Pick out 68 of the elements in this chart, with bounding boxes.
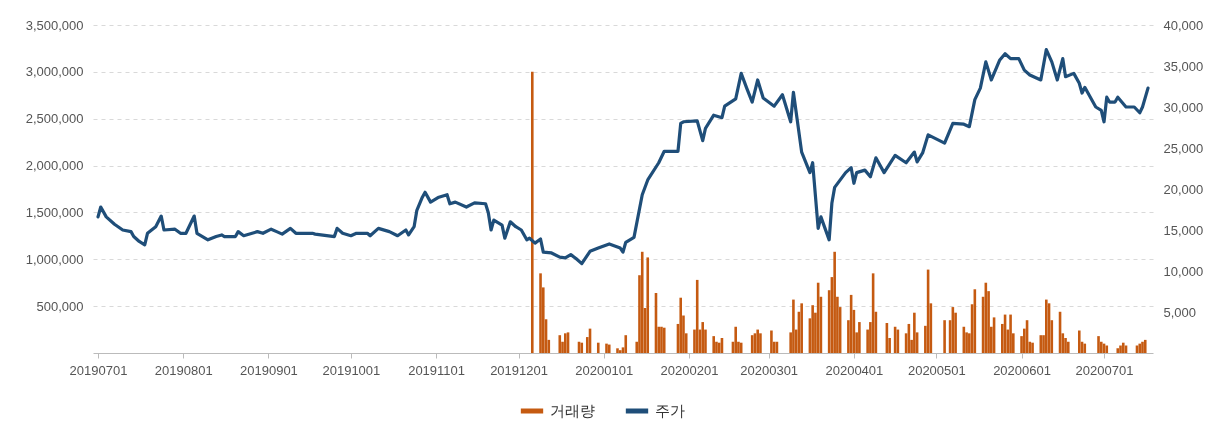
- y-tick-label: 1,000,000: [25, 251, 84, 267]
- y-tick-label: 500,000: [36, 298, 84, 314]
- bar: [605, 343, 608, 353]
- x-tick-label: 20200201: [660, 362, 719, 378]
- x-tick-label: 20190701: [69, 362, 128, 378]
- bar: [1143, 339, 1147, 353]
- bar: [539, 273, 542, 353]
- y2-tick-label: 35,000: [1163, 58, 1204, 74]
- bar: [913, 312, 916, 353]
- y2-tick-label: 15,000: [1163, 222, 1204, 238]
- x-tick-label: 20200601: [993, 362, 1051, 378]
- x-tick-label: 20190801: [154, 362, 213, 378]
- x-tick-label: 20190901: [240, 362, 298, 378]
- bar: [1141, 341, 1144, 353]
- bar: [770, 330, 773, 353]
- y-tick-label: 1,500,000: [25, 204, 84, 220]
- bar: [717, 342, 721, 353]
- x-tick-label: 20191101: [408, 362, 466, 378]
- bar: [1116, 348, 1120, 353]
- bar: [756, 329, 759, 353]
- bar: [640, 251, 644, 353]
- bar: [792, 299, 795, 353]
- y2-tick-label: 25,000: [1163, 140, 1204, 156]
- y2-tick-label: 30,000: [1163, 99, 1204, 115]
- bar: [660, 326, 663, 353]
- y2-tick-label: 10,000: [1163, 263, 1204, 279]
- x-tick-label: 20200501: [907, 362, 966, 378]
- x-tick-label: 20191001: [322, 362, 381, 378]
- bar: [624, 335, 628, 353]
- y2-tick-label: 5,000: [1163, 304, 1197, 320]
- bar: [833, 251, 836, 353]
- legend-label: 주가: [655, 402, 685, 419]
- bar: [1045, 299, 1048, 353]
- bar: [734, 326, 737, 353]
- bar: [679, 297, 683, 353]
- y2-tick-label: 40,000: [1163, 17, 1204, 33]
- x-tick-label: 20200101: [575, 362, 634, 378]
- bar: [759, 333, 762, 353]
- bar: [1066, 341, 1070, 353]
- bar: [1009, 314, 1012, 353]
- x-tick-label: 20200401: [825, 362, 884, 378]
- bar: [701, 322, 705, 353]
- x-tick-label: 20200301: [740, 362, 799, 378]
- bar: [1119, 345, 1122, 353]
- bar: [530, 71, 534, 353]
- bar: [607, 344, 611, 353]
- bar: [596, 342, 600, 353]
- y-tick-label: 3,500,000: [25, 17, 84, 33]
- bar: [811, 305, 814, 353]
- bar: [616, 348, 619, 353]
- bar: [558, 335, 562, 353]
- y-tick-label: 2,500,000: [25, 111, 84, 127]
- bar: [646, 257, 650, 353]
- bar: [800, 303, 803, 353]
- y-tick-label: 3,000,000: [25, 64, 84, 80]
- x-tick-label: 20200701: [1075, 362, 1134, 378]
- bar: [662, 327, 666, 353]
- x-tick-label: 20191201: [490, 362, 548, 378]
- bar: [858, 322, 861, 353]
- bar: [695, 279, 699, 353]
- bar: [1077, 330, 1081, 353]
- bar: [943, 320, 946, 353]
- line-series: [96, 48, 1150, 266]
- y-tick-label: 2,000,000: [25, 158, 84, 174]
- legend-label: 거래량: [550, 402, 595, 419]
- bar: [1097, 336, 1100, 353]
- y2-tick-label: 20,000: [1163, 181, 1204, 197]
- bar: [712, 336, 716, 353]
